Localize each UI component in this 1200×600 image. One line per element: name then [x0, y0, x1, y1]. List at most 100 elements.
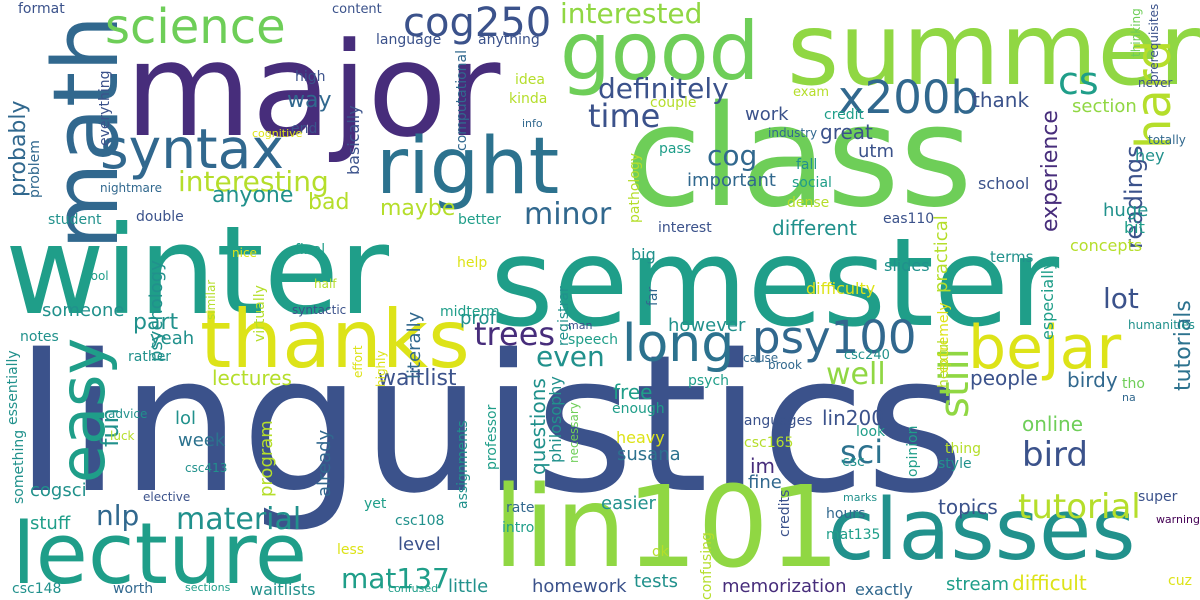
cloud-word: x200b — [838, 71, 980, 124]
cloud-word: maybe — [380, 196, 456, 221]
cloud-word: important — [687, 170, 776, 191]
cloud-word: lectures — [212, 366, 292, 390]
cloud-word: rather — [128, 349, 172, 365]
cloud-word: similar — [204, 279, 218, 320]
cloud-word: hey — [1135, 146, 1165, 165]
cloud-word: syntax — [100, 117, 284, 181]
cloud-word: social — [792, 175, 832, 191]
cloud-word: trees — [474, 315, 556, 353]
cloud-word: already — [314, 429, 335, 497]
cloud-word: difficulty — [806, 279, 876, 298]
cloud-word: nlp — [96, 499, 140, 532]
cloud-word: heavy — [616, 428, 665, 447]
cloud-word: yeah — [150, 328, 195, 349]
cloud-word: totally — [1148, 133, 1186, 147]
cloud-word: thanks — [200, 293, 470, 386]
cloud-word: cog — [707, 139, 758, 172]
cloud-word: luck — [110, 429, 135, 443]
cloud-word: waitlists — [250, 580, 316, 599]
cloud-word: exam — [793, 85, 830, 100]
cloud-word: worth — [113, 581, 154, 597]
cloud-word: practical — [931, 215, 952, 293]
cloud-word: csc108 — [395, 513, 445, 529]
cloud-word: right — [376, 122, 560, 212]
cloud-word: content — [332, 2, 382, 17]
cloud-word: csc148 — [12, 581, 62, 597]
cloud-word: summer — [787, 0, 1200, 108]
cloud-word: mat135 — [826, 527, 881, 543]
cloud-word: speech — [568, 332, 618, 348]
cloud-word: free — [613, 380, 653, 404]
cloud-word: marks — [843, 491, 878, 504]
cloud-word: cool — [84, 269, 109, 283]
cloud-word: credit — [824, 107, 865, 123]
cloud-word: thing — [945, 441, 982, 457]
cloud-word: bejar — [968, 313, 1122, 383]
cloud-word: birdy — [1067, 368, 1118, 392]
cloud-word: material — [176, 502, 302, 537]
cloud-word: literally — [404, 311, 425, 379]
cloud-word: warning — [1155, 513, 1200, 526]
cloud-word: virtually — [252, 285, 268, 342]
cloud-word: anyone — [212, 183, 294, 208]
cloud-word: half — [314, 277, 337, 291]
cloud-word: student — [48, 212, 102, 228]
cloud-word: midterm — [440, 304, 500, 320]
cloud-word: problem — [27, 140, 43, 198]
cloud-word: nightmare — [100, 181, 162, 195]
cloud-word: better — [458, 212, 501, 228]
cloud-word: someone — [42, 300, 125, 321]
cloud-word: industry — [768, 126, 818, 140]
cloud-word: exactly — [855, 580, 913, 599]
cloud-word: mat137 — [341, 562, 450, 595]
cloud-word: little — [448, 576, 489, 597]
cloud-word: lecture — [12, 505, 308, 600]
cloud-word: eas110 — [883, 211, 935, 227]
cloud-word: well — [826, 357, 886, 392]
cloud-word: cuz — [1168, 573, 1192, 589]
cloud-word: program — [256, 420, 277, 497]
cloud-word: utm — [858, 141, 894, 162]
cloud-word: major — [125, 14, 501, 166]
cloud-word: kinda — [509, 91, 548, 107]
cloud-word: experience — [1038, 110, 1063, 232]
cloud-word: cause — [743, 351, 779, 365]
cloud-word: way — [287, 88, 332, 113]
cloud-word: waitlist — [378, 366, 457, 391]
cloud-word: good — [560, 5, 760, 98]
cloud-word: time — [588, 97, 661, 135]
cloud-word: nice — [232, 246, 257, 260]
cloud-word: final — [295, 242, 326, 258]
cloud-word: look — [856, 424, 886, 440]
cloud-word: terms — [990, 248, 1034, 266]
cloud-word: topics — [938, 495, 998, 519]
cloud-word: classes — [828, 481, 1136, 580]
cloud-word: minor — [524, 197, 612, 232]
cloud-word: csc240 — [844, 348, 890, 363]
cloud-word: basically — [344, 105, 363, 175]
cloud-word: ok — [652, 544, 669, 560]
cloud-word: people — [970, 366, 1038, 390]
cloud-word: prof — [460, 308, 496, 329]
cloud-word: pass — [659, 141, 692, 157]
cloud-word: hours — [826, 506, 866, 522]
cloud-word: lot — [1103, 282, 1139, 315]
cloud-word: language — [376, 32, 442, 48]
cloud-word: enough — [612, 401, 665, 417]
cloud-word: interesting — [178, 165, 329, 198]
cloud-word: languages — [740, 413, 813, 429]
cloud-word: essentially — [5, 350, 21, 425]
cloud-word: highly — [374, 350, 388, 387]
cloud-word: cognitive — [252, 127, 303, 140]
cloud-word: necessary — [567, 402, 581, 463]
cloud-word: confused — [388, 582, 439, 595]
cloud-word: helpful — [936, 340, 952, 388]
cloud-word: csc165 — [744, 435, 794, 451]
cloud-word: assignments — [455, 420, 471, 509]
cloud-word: definitely — [598, 72, 729, 105]
cloud-word: man — [568, 319, 593, 332]
cloud-word: csc413 — [185, 461, 228, 475]
cloud-word: even — [536, 340, 605, 373]
cloud-word: easier — [601, 493, 656, 514]
cloud-word: something — [11, 429, 27, 504]
